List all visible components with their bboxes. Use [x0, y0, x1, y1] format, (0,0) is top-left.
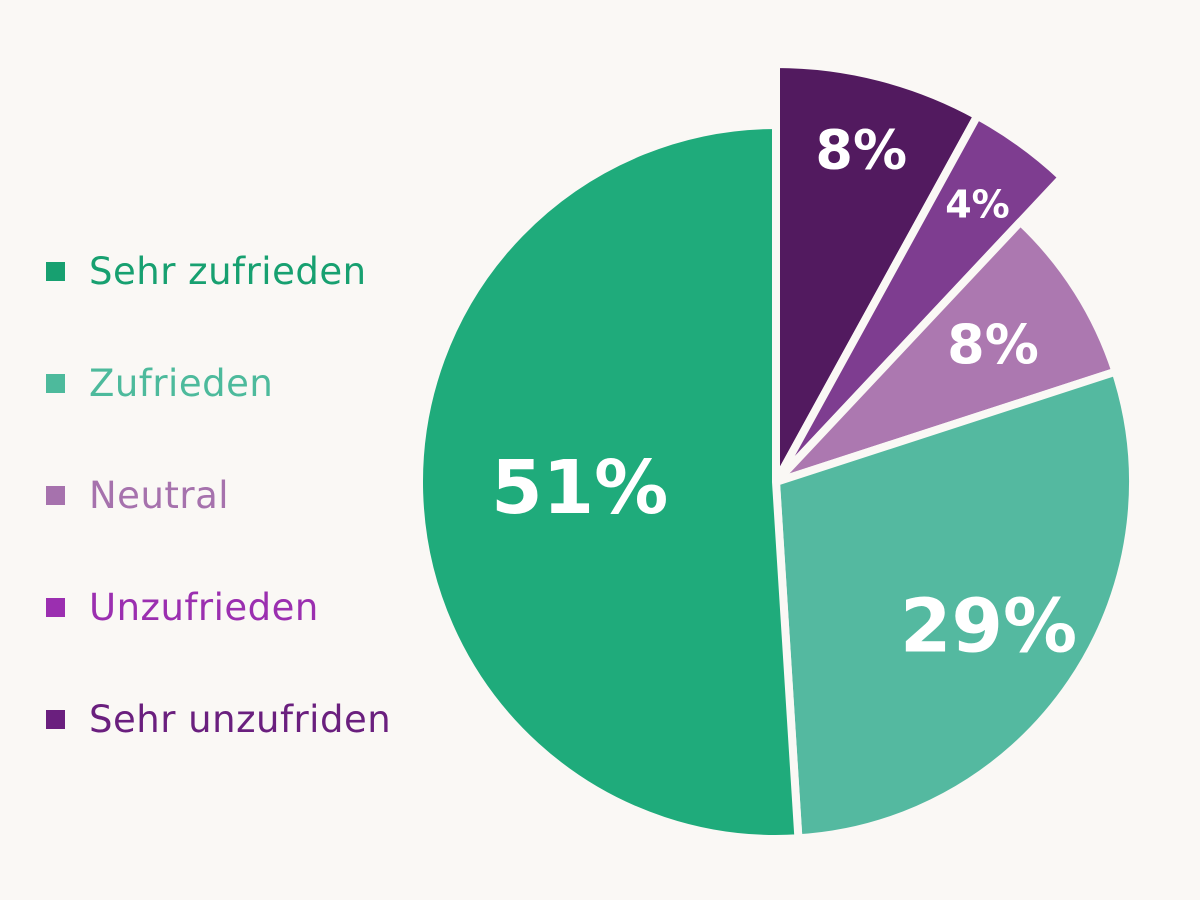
legend-item: Neutral: [46, 439, 391, 551]
pie-slice-zufrieden: [772, 367, 1137, 843]
legend-swatch: [46, 709, 65, 729]
legend-swatch: [46, 373, 65, 393]
data-label: 4%: [945, 183, 1010, 227]
pie-slice-neutral: [772, 217, 1120, 486]
legend-label: Zufrieden: [89, 361, 274, 405]
legend-item: Sehr unzufriden: [46, 663, 391, 775]
legend-item: Unzufrieden: [46, 551, 391, 663]
pie-slice-sehr-unzufriden: [772, 60, 982, 486]
legend-label: Neutral: [89, 473, 230, 517]
legend-item: Zufrieden: [46, 327, 391, 439]
data-label: 29%: [900, 583, 1077, 669]
legend-swatch: [46, 597, 65, 617]
legend-swatch: [46, 261, 65, 281]
legend-label: Unzufrieden: [89, 585, 319, 629]
chart-legend: Sehr zufrieden Zufrieden Neutral Unzufriede…: [46, 215, 391, 775]
pie-slice-sehr-zufrieden: [415, 121, 803, 843]
data-label: 8%: [947, 313, 1039, 376]
legend-item: Sehr zufrieden: [46, 215, 391, 327]
data-label: 51%: [491, 445, 668, 531]
pie-slice-unzufrieden: [772, 111, 1067, 486]
legend-swatch: [46, 485, 65, 505]
legend-label: Sehr unzufriden: [89, 697, 392, 741]
legend-label: Sehr zufrieden: [89, 249, 367, 293]
data-label: 8%: [815, 119, 907, 182]
